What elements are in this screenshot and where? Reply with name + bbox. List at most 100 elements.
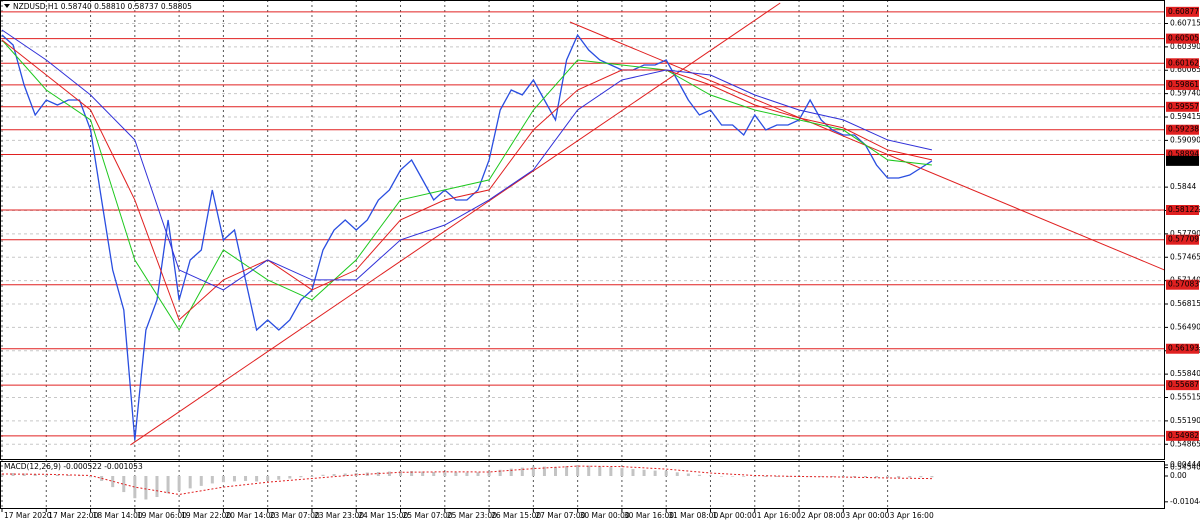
macd-bar (919, 476, 923, 478)
trend-line (130, 2, 781, 446)
last-price-label: 0.58805 (1168, 156, 1199, 165)
level-label: 0.55687 (1168, 380, 1199, 389)
macd-bar (77, 475, 81, 477)
macd-bar (631, 469, 635, 477)
y-tick-label: 0.55515 (1170, 393, 1200, 402)
x-tick-label: 20 Mar 14:00 (225, 511, 275, 520)
level-label-box (1166, 380, 1199, 391)
x-tick-label: 30 Mar 00:00 (580, 511, 630, 520)
y-tick-label: 0.59090 (1170, 135, 1200, 144)
macd-bar (542, 466, 546, 477)
macd-bar (476, 472, 480, 477)
macd-bar (255, 476, 259, 482)
macd-y-tick-label: 0.004449 (1170, 460, 1200, 469)
macd-bar (244, 476, 248, 481)
y-tick-label: 0.54865 (1170, 439, 1200, 448)
macd-bar (886, 476, 890, 478)
x-tick-label: 25 Mar 07:00 (403, 511, 453, 520)
level-label-box (1166, 430, 1199, 441)
x-tick-label: 19 Mar 22:00 (181, 511, 231, 520)
macd-signal (1, 465, 932, 496)
macd-bar (44, 474, 48, 477)
level-label: 0.60162 (1168, 58, 1199, 67)
x-tick-label: 17 Mar 22:00 (48, 511, 98, 520)
x-tick-label: 25 Mar 23:00 (447, 511, 497, 520)
level-label-box (1166, 234, 1199, 245)
level-label: 0.58122 (1168, 205, 1199, 214)
x-tick-label: 23 Mar 07:00 (270, 511, 320, 520)
macd-bar (565, 466, 569, 477)
level-label-box (1166, 204, 1199, 215)
macd-bar (387, 471, 391, 477)
macd-bar (520, 467, 524, 477)
macd-bar (731, 476, 735, 477)
macd-bar (454, 472, 458, 477)
y-tick-label: 0.56490 (1170, 322, 1200, 331)
moving-average (1, 39, 933, 321)
macd-bar (332, 474, 336, 477)
level-label-box (1166, 149, 1199, 160)
macd-bar (819, 476, 823, 477)
x-tick-label: 30 Mar 16:00 (624, 511, 674, 520)
x-tick-label: 3 Apr 00:00 (845, 511, 889, 520)
macd-bar (299, 476, 303, 478)
macd-bar (144, 476, 148, 500)
macd-bar (742, 476, 746, 477)
y-tick-label: 0.5844 (1170, 182, 1196, 191)
level-label: 0.60505 (1168, 34, 1199, 43)
level-label-box (1166, 279, 1199, 290)
macd-bar (399, 471, 403, 477)
macd-bar (133, 476, 137, 499)
level-label-box (1166, 343, 1199, 354)
macd-bar (509, 468, 513, 477)
macd-bar (55, 474, 59, 477)
x-tick-label: 31 Mar 08:00 (668, 511, 718, 520)
x-tick-label: 2 Apr 08:00 (801, 511, 845, 520)
macd-bar (266, 476, 270, 481)
level-label: 0.54982 (1168, 431, 1199, 440)
x-tick-label: 27 Mar 07:00 (535, 511, 585, 520)
macd-frame (0, 461, 1165, 509)
macd-bar (66, 475, 70, 477)
macd-bar (22, 473, 26, 477)
macd-bar (620, 468, 624, 477)
y-tick-label: 0.57790 (1170, 229, 1200, 238)
y-tick-label: 0.60715 (1170, 18, 1200, 27)
macd-bar (531, 466, 535, 477)
x-tick-label: 18 Mar 14:00 (93, 511, 143, 520)
x-tick-label: 19 Mar 06:00 (137, 511, 187, 520)
y-tick-label: 0.57465 (1170, 252, 1200, 261)
level-label: 0.59238 (1168, 125, 1199, 134)
last-price-box (1166, 155, 1199, 166)
macd-bar (487, 471, 491, 477)
level-label: 0.59861 (1168, 80, 1199, 89)
macd-bar (199, 476, 203, 486)
macd-bar (410, 471, 414, 477)
macd-bar (775, 476, 779, 477)
grid (0, 0, 1165, 509)
level-label-box (1166, 124, 1199, 135)
macd-bar (852, 476, 856, 478)
x-tick-label: 24 Mar 15:00 (358, 511, 408, 520)
macd-bar (498, 469, 502, 477)
y-tick-label: 0.59415 (1170, 112, 1200, 121)
y-tick-label: 0.54540 (1170, 463, 1200, 472)
macd-bar (310, 476, 314, 477)
y-tick-label: 0.59740 (1170, 89, 1200, 98)
y-tick-label: 0.55840 (1170, 369, 1200, 378)
plot (0, 2, 1165, 500)
macd-bar (863, 476, 867, 478)
level-label: 0.60877 (1168, 7, 1199, 16)
moving-average (1, 39, 932, 331)
symbol-arrow (4, 4, 10, 8)
macd-bar (33, 474, 37, 477)
x-tick-label: 1 Apr 16:00 (757, 511, 801, 520)
macd-bar (11, 473, 15, 477)
macd-bar (343, 473, 347, 477)
level-label-box (1166, 101, 1199, 112)
macd-bar (443, 472, 447, 477)
macd-bar (554, 467, 557, 477)
macd-bar (376, 472, 380, 477)
level-label-box (1166, 58, 1199, 69)
